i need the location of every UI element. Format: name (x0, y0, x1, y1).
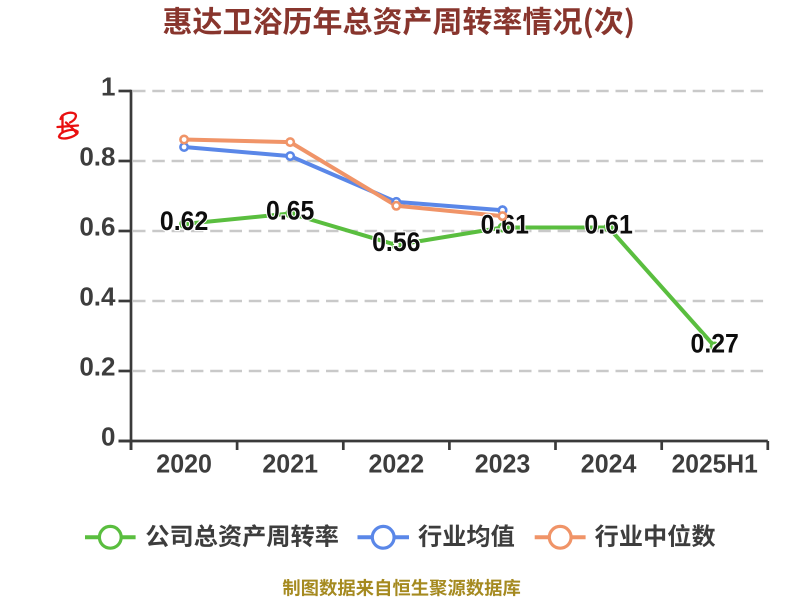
svg-text:0.65: 0.65 (266, 196, 314, 226)
svg-text:0.61: 0.61 (584, 210, 632, 240)
svg-text:0.56: 0.56 (372, 227, 420, 257)
svg-text:0.2: 0.2 (79, 352, 115, 382)
svg-text:2024: 2024 (581, 449, 637, 479)
svg-text:2023: 2023 (475, 449, 531, 479)
svg-text:2020: 2020 (156, 449, 212, 479)
svg-text:0.8: 0.8 (79, 142, 115, 172)
svg-text:0.27: 0.27 (691, 329, 739, 359)
svg-text:0.62: 0.62 (160, 206, 208, 236)
svg-text:0.62: 0.62 (160, 206, 208, 236)
svg-text:0: 0 (101, 422, 115, 452)
svg-text:2022: 2022 (369, 449, 425, 479)
svg-text:1: 1 (101, 72, 115, 102)
svg-text:2021: 2021 (262, 449, 318, 479)
svg-text:0.65: 0.65 (266, 196, 314, 226)
svg-text:0.27: 0.27 (691, 329, 739, 359)
svg-text:2025H1: 2025H1 (672, 449, 758, 479)
svg-text:0.61: 0.61 (584, 210, 632, 240)
svg-text:0.6: 0.6 (79, 212, 115, 242)
svg-text:0.56: 0.56 (372, 227, 420, 257)
svg-text:0.4: 0.4 (79, 282, 116, 312)
